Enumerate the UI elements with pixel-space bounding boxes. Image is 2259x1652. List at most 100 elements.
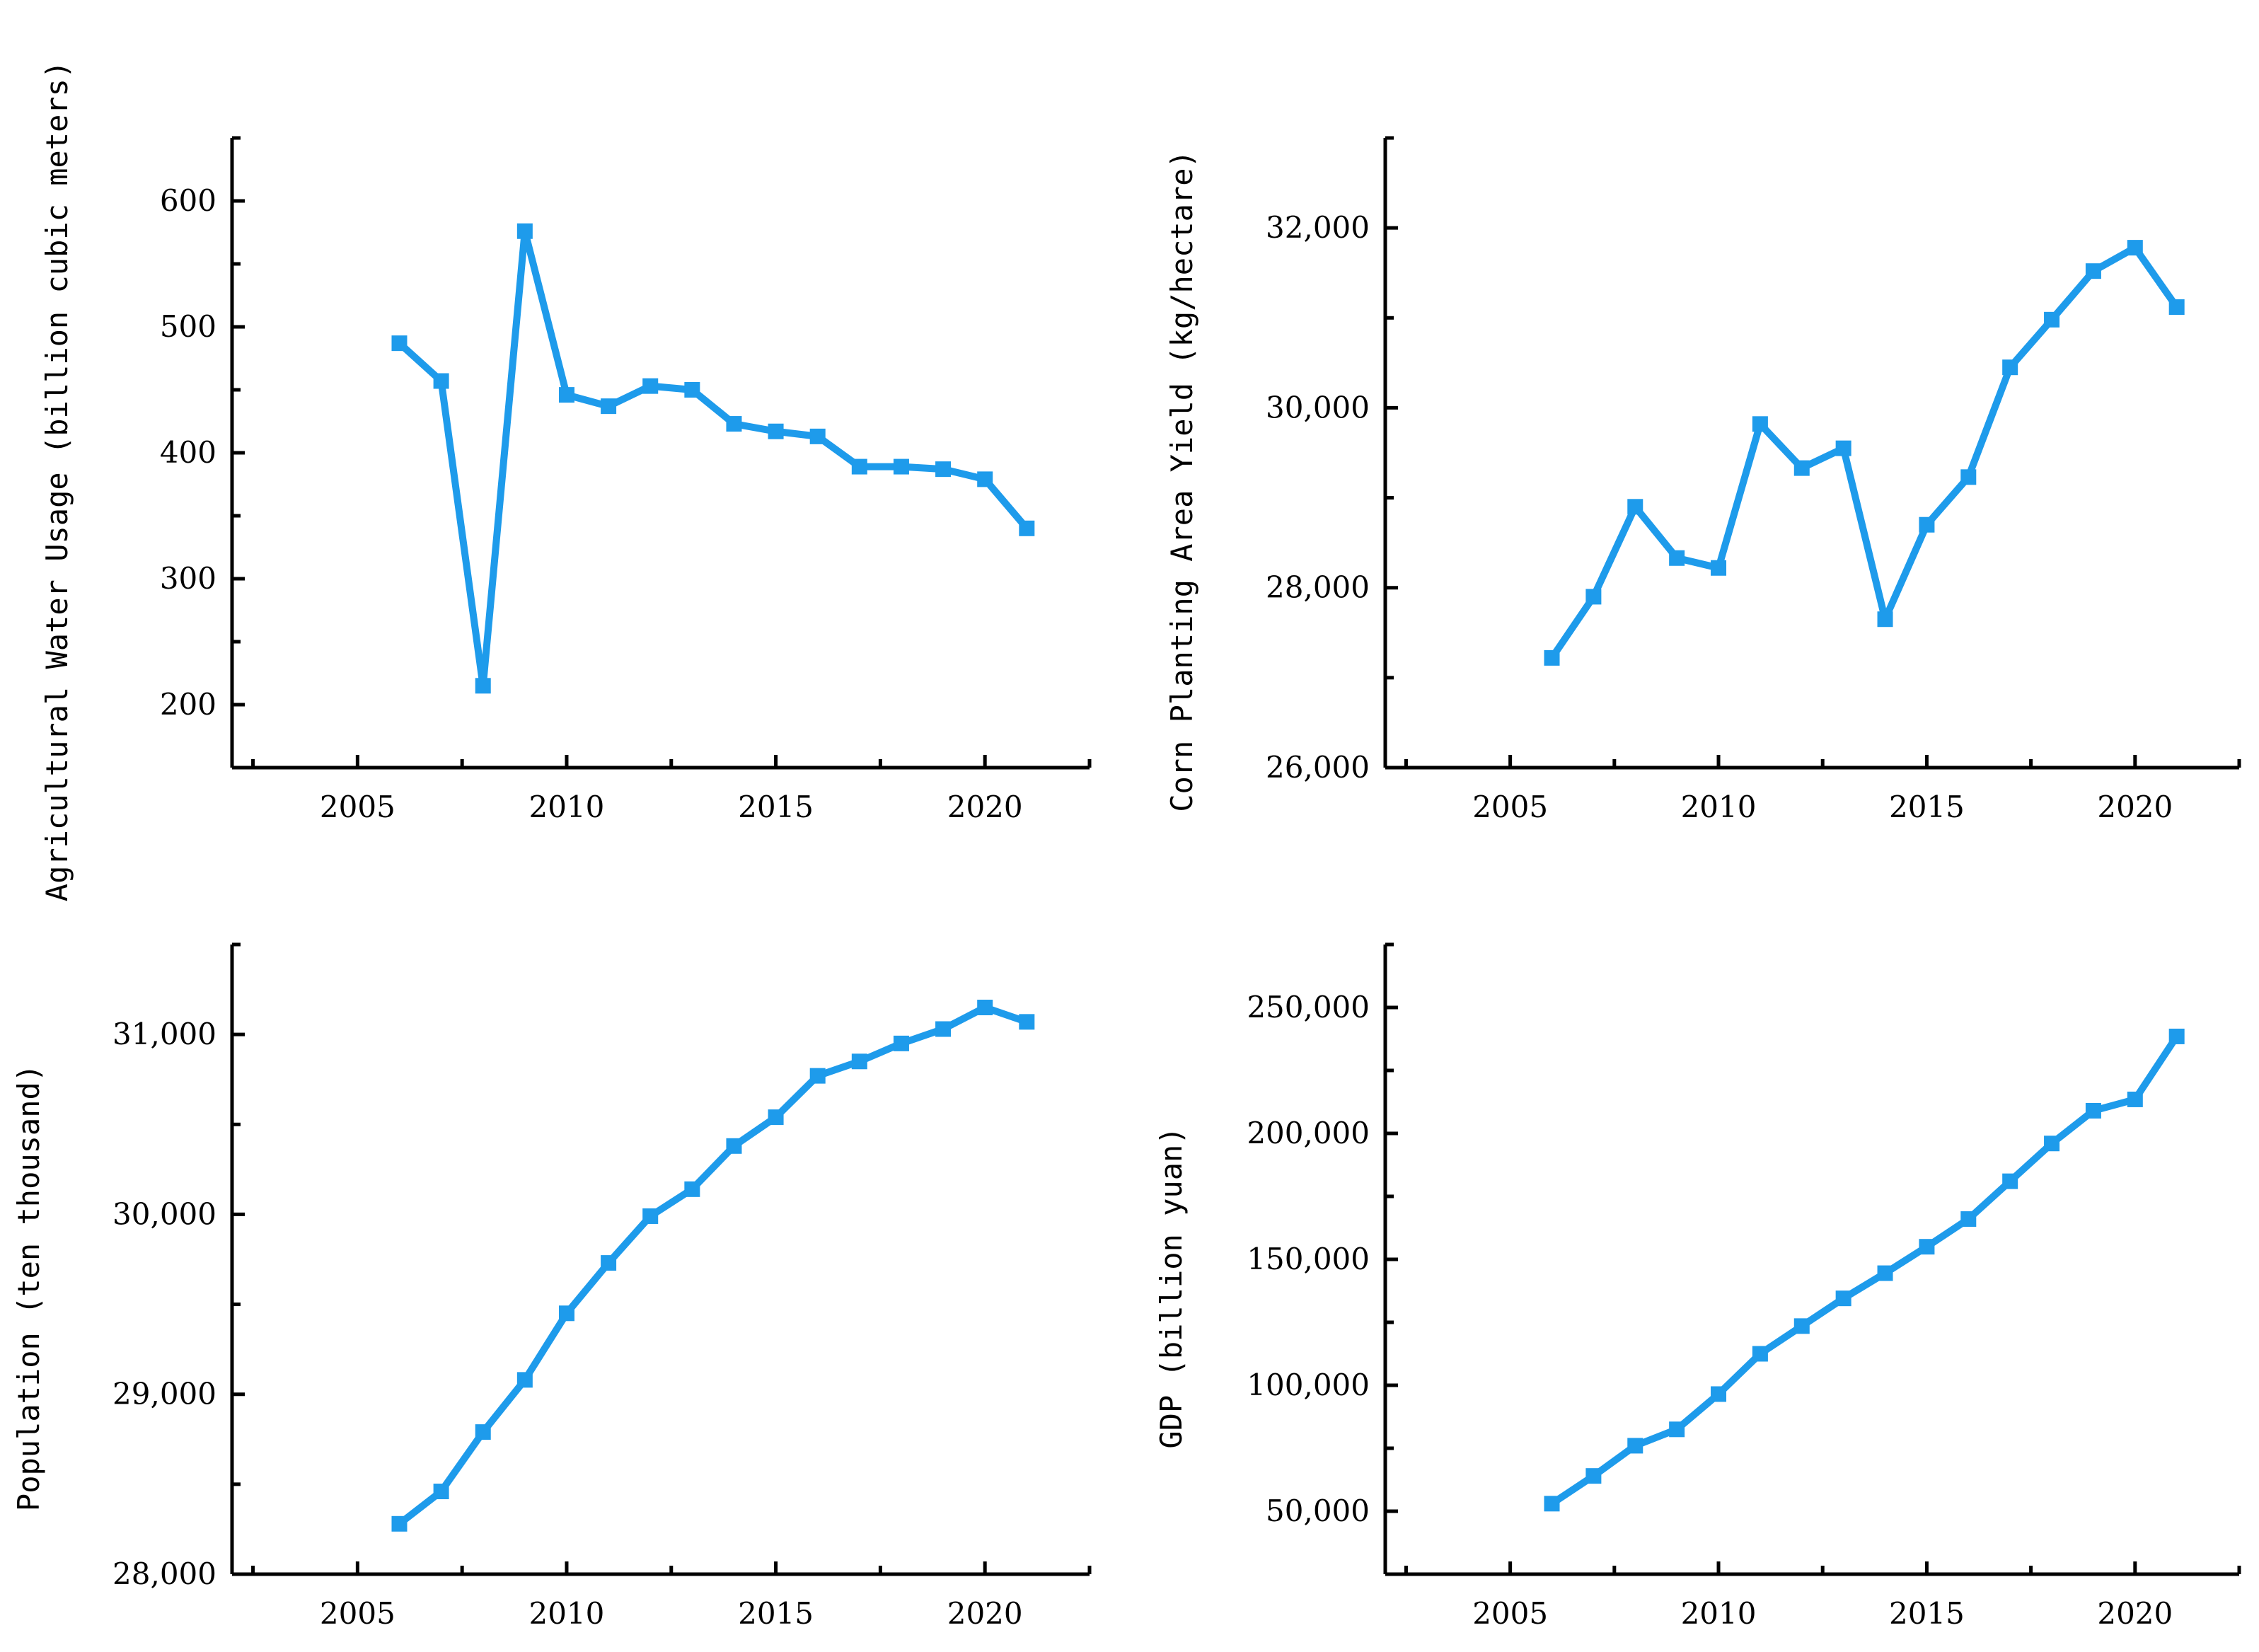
y-tick-label: 100,000	[1247, 1368, 1370, 1402]
data-point-marker	[2085, 1102, 2101, 1119]
x-tick-label: 2020	[947, 1596, 1023, 1631]
data-point-marker	[516, 223, 533, 239]
y-tick-label: 400	[160, 435, 216, 470]
y-tick-label: 32,000	[1266, 210, 1370, 245]
data-point-marker	[1627, 499, 1643, 515]
x-tick-label: 2015	[1889, 1596, 1965, 1631]
x-tick-label: 2010	[1681, 1596, 1757, 1631]
data-point-marker	[2044, 311, 2060, 328]
series-line	[1548, 1032, 2180, 1508]
data-point-marker	[1544, 649, 1560, 666]
data-point-marker	[391, 335, 408, 352]
data-point-marker	[1585, 589, 1602, 605]
y-tick-label: 200	[160, 687, 216, 722]
data-point-marker	[558, 1305, 574, 1322]
data-point-marker	[1711, 560, 1727, 576]
chart-panel-4: 50,000 100,000 150,000 200,000 250,000 2005 20…	[1154, 942, 2241, 1631]
data-point-marker	[851, 1053, 867, 1070]
data-point-marker	[1752, 1346, 1768, 1362]
series-line	[395, 227, 1031, 690]
x-tick-label: 2020	[2097, 1596, 2173, 1631]
x-tick-label: 2010	[529, 790, 605, 824]
y-tick-label: 28,000	[112, 1556, 216, 1591]
data-point-marker	[433, 1484, 449, 1500]
data-point-marker	[2168, 299, 2185, 316]
x-tick-label: 2005	[320, 790, 395, 824]
data-point-marker	[893, 458, 909, 475]
x-tick-label: 2015	[738, 790, 814, 824]
x-tick-label: 2005	[1472, 790, 1548, 824]
data-point-marker	[935, 461, 952, 478]
data-point-marker	[809, 428, 826, 444]
data-point-marker	[2002, 1173, 2018, 1189]
data-point-marker	[1585, 1468, 1602, 1484]
x-tick-label: 2020	[947, 790, 1023, 824]
data-point-marker	[1793, 1318, 1810, 1334]
data-point-marker	[851, 458, 867, 475]
data-point-marker	[558, 387, 574, 403]
data-point-marker	[768, 423, 784, 439]
y-tick-label: 28,000	[1266, 570, 1370, 605]
data-point-marker	[2085, 263, 2101, 279]
x-tick-label: 2010	[1681, 790, 1757, 824]
y-tick-label: 600	[160, 183, 216, 218]
data-point-marker	[601, 398, 617, 415]
y-tick-label: 200,000	[1247, 1116, 1370, 1150]
data-point-marker	[1544, 1496, 1560, 1512]
x-tick-label: 2005	[320, 1596, 395, 1631]
data-point-marker	[1960, 1211, 1977, 1228]
y-axis-label: Agricultural Water Usage (billion cubic …	[40, 61, 74, 901]
data-point-marker	[726, 416, 742, 432]
data-point-marker	[2002, 359, 2018, 376]
data-point-marker	[977, 471, 993, 487]
y-tick-label: 30,000	[1266, 390, 1370, 424]
x-tick-label: 2010	[529, 1596, 605, 1631]
data-point-marker	[391, 1515, 408, 1532]
data-point-marker	[601, 1255, 617, 1271]
y-tick-label: 30,000	[112, 1196, 216, 1231]
y-tick-label: 500	[160, 309, 216, 344]
y-tick-label: 150,000	[1247, 1242, 1370, 1276]
data-point-marker	[1919, 1239, 1935, 1255]
data-point-marker	[1960, 469, 1977, 485]
data-point-marker	[893, 1035, 909, 1051]
data-point-marker	[684, 1181, 700, 1197]
data-point-marker	[1877, 611, 1893, 628]
data-point-marker	[809, 1068, 826, 1084]
data-point-marker	[2168, 1028, 2185, 1044]
chart-panel-2: 26,000 28,000 30,000 32,000 2005 2010 2015 2020…	[1165, 136, 2241, 824]
data-point-marker	[1919, 516, 1935, 533]
data-point-marker	[726, 1138, 742, 1154]
data-point-marker	[433, 373, 449, 389]
data-point-marker	[1752, 416, 1768, 432]
data-point-marker	[768, 1109, 784, 1126]
data-point-marker	[1669, 550, 1685, 566]
data-point-marker	[1669, 1421, 1685, 1438]
data-point-marker	[1019, 1014, 1035, 1030]
x-tick-label: 2015	[738, 1596, 814, 1631]
data-point-marker	[1835, 440, 1851, 456]
y-tick-label: 31,000	[112, 1017, 216, 1051]
y-tick-label: 50,000	[1266, 1494, 1370, 1528]
data-point-marker	[475, 1424, 491, 1440]
y-tick-label: 26,000	[1266, 750, 1370, 785]
data-point-marker	[1627, 1438, 1643, 1454]
x-tick-label: 2020	[2097, 790, 2173, 824]
data-point-marker	[1835, 1290, 1851, 1307]
series-line	[395, 1004, 1031, 1527]
y-axis-label: GDP (billion yuan)	[1154, 1126, 1189, 1448]
chart-panel-3: 28,000 29,000 30,000 31,000 2005 2010 2015 2020…	[11, 942, 1092, 1631]
data-point-marker	[516, 1372, 533, 1388]
x-tick-label: 2015	[1889, 790, 1965, 824]
data-point-marker	[1877, 1265, 1893, 1281]
data-point-marker	[2127, 240, 2143, 256]
data-point-marker	[935, 1021, 952, 1037]
chart-panel-1: 200 300 400 500 600 2005 2010 2015 2020 Agricultu…	[40, 61, 1092, 901]
data-point-marker	[684, 382, 700, 398]
data-point-marker	[1793, 460, 1810, 476]
y-axis-label: Population (ten thousand)	[11, 1064, 46, 1511]
y-tick-label: 300	[160, 561, 216, 596]
data-point-marker	[475, 678, 491, 694]
series-line	[1548, 244, 2180, 662]
